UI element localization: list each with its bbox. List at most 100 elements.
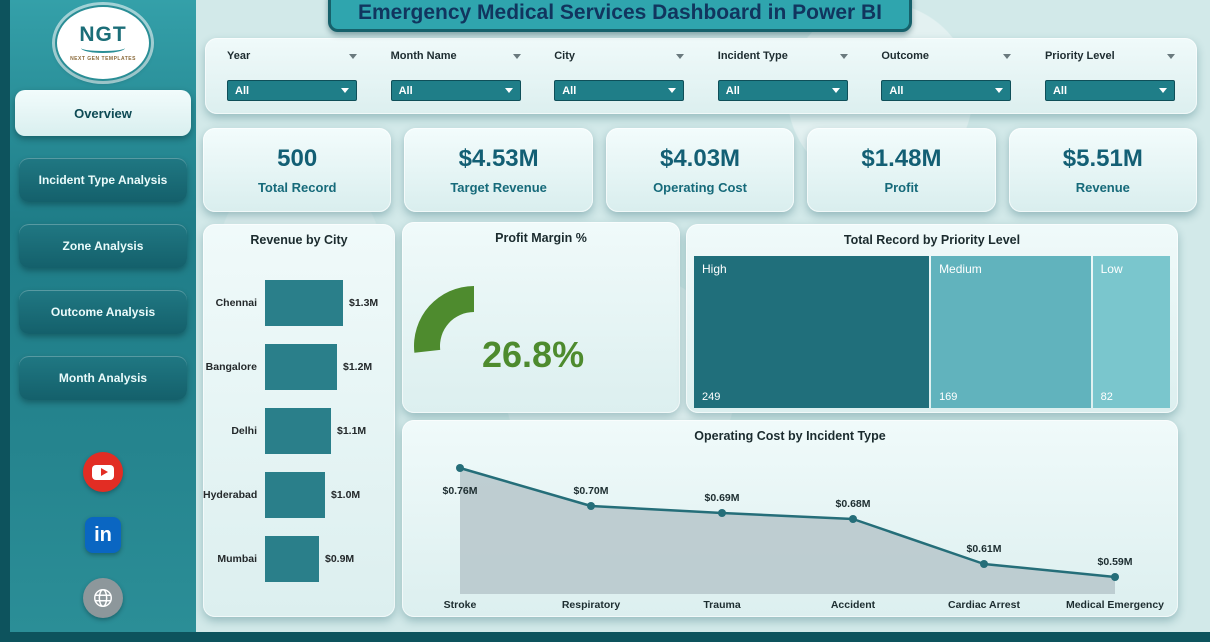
slicer-month-name-dropdown[interactable]: All (390, 80, 521, 101)
area-category-label: Cardiac Arrest (948, 599, 1020, 611)
sidebar-item-month-analysis[interactable]: Month Analysis (19, 356, 187, 400)
chart-title: Operating Cost by Incident Type (694, 429, 886, 443)
area-point[interactable] (849, 515, 857, 523)
treemap-tile-medium[interactable]: Medium 169 (931, 256, 1091, 408)
kpi-total-record: 500 Total Record (203, 128, 392, 212)
area-point[interactable] (1111, 573, 1119, 581)
bar-category: Hyderabad (203, 489, 258, 501)
slicer-priority-level-dropdown[interactable]: All (1044, 80, 1175, 101)
slicer-label: Month Name (390, 50, 457, 62)
chevron-down-icon[interactable] (349, 53, 357, 59)
sidebar-item-incident-type-analysis[interactable]: Incident Type Analysis (19, 158, 187, 202)
sidebar-item-overview[interactable]: Overview (15, 90, 191, 136)
slicer-label: Priority Level (1044, 50, 1115, 62)
area-point[interactable] (587, 502, 595, 510)
area-point[interactable] (980, 560, 988, 568)
nav-label: Zone Analysis (62, 239, 144, 253)
slicer-incident-type-dropdown[interactable]: All (717, 80, 848, 101)
tile-label: High (702, 262, 727, 276)
bar[interactable] (265, 344, 337, 390)
youtube-icon[interactable] (83, 452, 123, 492)
slicer-label: Outcome (881, 50, 930, 62)
bar-row: Bangalore $1.2M (203, 335, 395, 399)
bar-category: Bangalore (205, 361, 257, 373)
frame-bottom (0, 632, 1210, 642)
area-value-label: $0.70M (573, 485, 608, 497)
chevron-down-icon[interactable] (1166, 53, 1175, 59)
area-category-label: Accident (831, 599, 876, 611)
area-point[interactable] (718, 509, 726, 517)
slicer-city-dropdown[interactable]: All (554, 80, 685, 101)
area-chart[interactable]: $0.76M Stroke $0.70M Respiratory $0.69M Traum… (402, 444, 1178, 617)
nav-label: Incident Type Analysis (38, 173, 168, 187)
tile-value: 82 (1100, 391, 1113, 403)
slicer-value: All (725, 84, 740, 97)
slicer-city: City All (554, 50, 685, 101)
area-category-label: Medical Emergency (1066, 599, 1164, 611)
area-category-label: Respiratory (562, 599, 621, 611)
slicer-year-dropdown[interactable]: All (227, 80, 357, 101)
bar[interactable] (265, 472, 325, 518)
nav-label: Overview (74, 105, 132, 121)
globe-icon[interactable] (83, 578, 123, 618)
treemap-tile-low[interactable]: Low 82 (1092, 256, 1170, 408)
tile-value: 249 (702, 391, 721, 403)
bar[interactable] (265, 408, 331, 454)
chevron-down-icon (504, 88, 513, 93)
slicer-incident-type: Incident Type All (717, 50, 848, 101)
kpi-value: $4.03M (659, 145, 741, 172)
slicer-priority-level: Priority Level All (1044, 50, 1175, 101)
kpi-value: $4.53M (458, 145, 539, 172)
bar-value: $0.9M (325, 553, 355, 565)
bar-row: Chennai $1.3M (203, 271, 395, 335)
slicer-year: Year All (227, 50, 357, 101)
bar-value: $1.3M (349, 297, 379, 309)
area-value-label: $0.69M (704, 492, 739, 504)
area-point[interactable] (456, 464, 464, 472)
slicer-outcome: Outcome All (881, 50, 1012, 101)
nav-label: Outcome Analysis (50, 305, 156, 319)
page-title-text: Emergency Medical Services Dashboard in … (357, 1, 883, 24)
profit-margin-chart: Profit Margin % 26.8% (402, 222, 680, 413)
bar[interactable] (265, 280, 343, 326)
frame-left (0, 0, 10, 642)
chevron-down-icon[interactable] (839, 53, 848, 59)
slicer-outcome-dropdown[interactable]: All (881, 80, 1012, 101)
chevron-down-icon (341, 88, 349, 93)
bar-category: Chennai (215, 297, 257, 309)
treemap-tile-high[interactable]: High 249 (694, 256, 930, 408)
chevron-down-icon (1158, 88, 1167, 93)
chevron-down-icon[interactable] (1003, 53, 1012, 59)
area-value-label: $0.61M (966, 543, 1001, 555)
kpi-label: Operating Cost (653, 180, 747, 195)
bar-value: $1.2M (343, 361, 373, 373)
tile-label: Medium (939, 262, 982, 276)
gauge-arc[interactable] (408, 276, 542, 410)
page-title: Emergency Medical Services Dashboard in … (328, 0, 912, 32)
logo-subtitle: NEXT GEN TEMPLATES (70, 56, 136, 62)
ngt-logo: NGT NEXT GEN TEMPLATES (55, 5, 151, 81)
chevron-down-icon[interactable] (512, 53, 521, 59)
priority-level-treemap: Total Record by Priority Level High 249 … (686, 224, 1178, 413)
bar-row: Hyderabad $1.0M (203, 463, 395, 527)
slicer-value: All (1052, 84, 1068, 97)
kpi-value: 500 (277, 145, 318, 172)
linkedin-icon[interactable]: in (85, 517, 121, 553)
operating-cost-area-chart: Operating Cost by Incident Type $0.76M St… (402, 420, 1178, 617)
bar-category: Delhi (231, 425, 257, 437)
sidebar-item-outcome-analysis[interactable]: Outcome Analysis (19, 290, 187, 334)
area-fill[interactable] (460, 468, 1115, 594)
filter-panel: Year All Month Name All City All Inciden… (205, 38, 1197, 114)
slicer-value: All (398, 84, 413, 97)
kpi-label: Revenue (1075, 180, 1130, 195)
chevron-down-icon (668, 88, 677, 93)
chevron-down-icon[interactable] (676, 53, 685, 59)
kpi-target-revenue: $4.53M Target Revenue (404, 128, 593, 212)
bar-row: Delhi $1.1M (203, 399, 395, 463)
area-value-label: $0.59M (1097, 556, 1132, 568)
chart-title: Revenue by City (250, 233, 348, 247)
slicer-value: All (562, 84, 577, 97)
slicer-label: City (554, 50, 575, 62)
bar[interactable] (265, 536, 319, 582)
sidebar-item-zone-analysis[interactable]: Zone Analysis (19, 224, 187, 268)
